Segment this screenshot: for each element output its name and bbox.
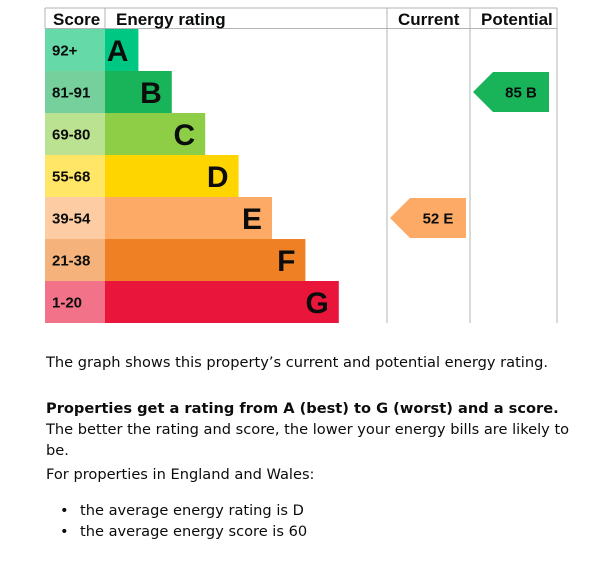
score-cell-c xyxy=(45,113,105,155)
description-intro: The graph shows this property’s current … xyxy=(46,354,549,371)
energy-rating-chart: 92+ A81-91 B69-80 C55-68 D39-54 E21-38 F1-20 G … xyxy=(44,7,558,323)
description-rating: Properties get a rating from A (best) to… xyxy=(46,398,586,461)
rating-bar-a xyxy=(105,29,139,71)
rating-letter-a: A xyxy=(107,35,129,68)
score-range-a: 92+ xyxy=(52,43,78,60)
rating-letter-d: D xyxy=(207,161,229,194)
rating-bold-text: Properties get a rating from A (best) to… xyxy=(46,400,559,417)
bands-layer: 92+ A 81-91 B 69-80 C 55-68 D 39-54 E 21-38 F 1-20 G xyxy=(45,29,339,323)
list-item-average-score: the average energy score is 60 xyxy=(46,521,307,542)
score-range-e: 39-54 xyxy=(52,211,91,228)
rating-letter-e: E xyxy=(242,203,262,236)
header-energy-rating: Energy rating xyxy=(116,10,226,29)
score-range-c: 69-80 xyxy=(52,127,90,144)
rating-bar-c xyxy=(105,113,206,155)
list-item-average-rating: the average energy rating is D xyxy=(46,500,307,521)
rating-bar-e xyxy=(105,197,272,239)
table-grid xyxy=(44,7,558,323)
score-cell-g xyxy=(45,281,105,323)
potential-rating-label: 85 B xyxy=(505,85,537,102)
score-cell-f xyxy=(45,239,105,281)
header-current: Current xyxy=(398,10,460,29)
rating-letter-c: C xyxy=(174,119,196,152)
rating-letter-b: B xyxy=(140,77,162,110)
score-cell-b xyxy=(45,71,105,113)
rating-bar-b xyxy=(105,71,172,113)
current-rating-arrow xyxy=(390,198,466,238)
score-cell-a xyxy=(45,29,105,71)
score-range-g: 1-20 xyxy=(52,295,82,312)
potential-rating-arrow xyxy=(473,72,549,112)
rating-letter-g: G xyxy=(305,287,328,320)
header-potential: Potential xyxy=(481,10,553,29)
rating-bar-f xyxy=(105,239,306,281)
header-score: Score xyxy=(53,10,100,29)
score-cell-d xyxy=(45,155,105,197)
score-range-f: 21-38 xyxy=(52,253,90,270)
markers-layer: 52 E 85 B xyxy=(390,72,549,238)
score-range-b: 81-91 xyxy=(52,85,90,102)
score-cell-e xyxy=(45,197,105,239)
current-rating-label: 52 E xyxy=(423,211,454,228)
region-intro: For properties in England and Wales: xyxy=(46,466,315,483)
rating-bar-g xyxy=(105,281,339,323)
score-range-d: 55-68 xyxy=(52,169,90,186)
rating-bar-d xyxy=(105,155,239,197)
averages-list: the average energy rating is D the avera… xyxy=(46,500,307,542)
rating-rest-text: The better the rating and score, the low… xyxy=(46,421,570,459)
rating-letter-f: F xyxy=(277,245,295,278)
